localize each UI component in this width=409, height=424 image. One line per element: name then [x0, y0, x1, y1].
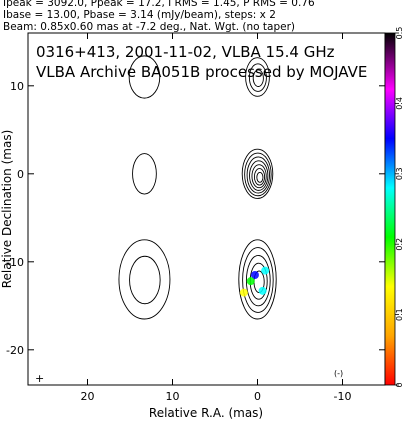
pol-blob [250, 271, 259, 279]
y-tick-label: 0 [17, 168, 24, 181]
contour-line [118, 239, 171, 320]
contour-line [244, 152, 272, 197]
contour-line [245, 57, 270, 97]
contour-line [252, 69, 264, 87]
pol-blob [261, 266, 270, 275]
polarization-layer [239, 266, 270, 297]
contour-line [238, 239, 277, 320]
contour-layer [118, 55, 277, 320]
axis-ticks: 20 10 0 -10 10 0 -10 -20 [6, 33, 385, 403]
x-tick-label: 10 [166, 390, 180, 403]
x-tick-label: 0 [254, 390, 261, 403]
header-line-2: Ibase = 13.00, Pbase = 3.14 (mJy/beam), … [3, 9, 276, 21]
plot-frame [27, 32, 386, 386]
contour-line [249, 160, 269, 191]
contour-line [251, 164, 267, 189]
header-line-1: Ipeak = 3092.0, Ppeak = 17.2, I RMS = 1.… [3, 0, 315, 9]
title-line-2: VLBA Archive BA051B processed by MOJAVE [36, 63, 367, 81]
contour-line [242, 247, 274, 313]
pol-blob [258, 286, 267, 295]
colorbar-tick-label: 0.1 [395, 308, 404, 321]
y-tick-label: 10 [10, 80, 24, 93]
x-tick-label: -10 [334, 390, 352, 403]
contour-line [132, 153, 157, 195]
pol-blob [246, 277, 255, 286]
contour-line [129, 255, 161, 305]
y-tick-label: -20 [6, 344, 24, 357]
y-axis-label: Relative Declination (mas) [0, 130, 14, 289]
colorbar [384, 32, 396, 386]
corner-mark: + [35, 372, 44, 385]
contour-line [241, 148, 274, 199]
contour-line [256, 172, 264, 183]
contour-line [128, 55, 161, 99]
contour-line [246, 156, 270, 194]
pol-blob [239, 288, 248, 297]
title-line-1: 0316+413, 2001-11-02, VLBA 15.4 GHz [36, 43, 335, 61]
contour-line [253, 168, 266, 186]
x-axis-label: Relative R.A. (mas) [149, 406, 263, 420]
colorbar-tick-label: 0.3 [395, 167, 404, 180]
contour-line [245, 254, 271, 307]
colorbar-tick-label: 0 [395, 382, 404, 387]
header-line-3: Beam: 0.85x0.60 mas at -7.2 deg., Nat. W… [3, 21, 296, 33]
contour-line [248, 63, 267, 92]
beam-mark: (-) [334, 369, 343, 378]
colorbar-tick-label: 0.5 [395, 27, 404, 40]
colorbar-tick-label: 0.2 [395, 238, 404, 251]
y-tick-label: -10 [6, 256, 24, 269]
x-tick-label: 20 [81, 390, 95, 403]
colorbar-ticks: 0 0.1 0.2 0.3 0.4 0.5 [395, 27, 404, 388]
colorbar-tick-label: 0.4 [395, 97, 404, 110]
